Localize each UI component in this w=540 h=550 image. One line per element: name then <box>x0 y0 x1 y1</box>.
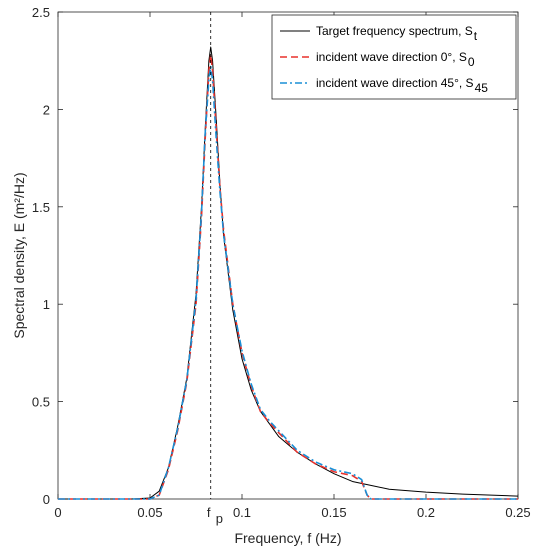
series-layer <box>58 46 519 500</box>
x-tick-label: 0.15 <box>321 505 346 520</box>
legend-label-0: Target frequency spectrum, S <box>316 24 473 38</box>
x-tick-label: 0.05 <box>137 505 162 520</box>
legend-label-subscript-2: 45 <box>475 81 489 95</box>
y-tick-label: 2 <box>43 102 50 117</box>
plot-frame <box>57 11 519 500</box>
series-line-1 <box>58 54 518 500</box>
series-line-0 <box>58 46 519 500</box>
x-tick-label: 0.2 <box>417 505 435 520</box>
y-tick-label: 1 <box>43 297 50 312</box>
x-tick-label: 0.1 <box>233 505 251 520</box>
x-tick-label: 0 <box>54 505 61 520</box>
peak-frequency-label: f <box>207 505 211 520</box>
legend-label-1: incident wave direction 0°, S <box>316 50 467 64</box>
y-tick-label: 1.5 <box>32 200 50 215</box>
legend-label-subscript-0: t <box>474 29 478 43</box>
legend-box <box>271 14 517 100</box>
legend-label-2: incident wave direction 45°, S <box>316 76 474 90</box>
y-tick-label: 2.5 <box>32 5 50 20</box>
series-line-2 <box>58 65 518 500</box>
y-axis-title: Spectral density, E (m²/Hz) <box>11 172 27 338</box>
y-tick-label: 0.5 <box>32 395 50 410</box>
x-tick-label: 0.25 <box>505 505 530 520</box>
y-tick-label: 0 <box>43 492 50 507</box>
legend-label-subscript-1: 0 <box>468 55 475 69</box>
axes-layer: 0 0.05 0.1 0.15 0.2 0.25 0 0.5 1 1.5 2 2.5 Frequency… <box>11 5 531 546</box>
x-axis-title: Frequency, f (Hz) <box>234 530 341 546</box>
peak-frequency-label-subscript: p <box>216 511 223 526</box>
